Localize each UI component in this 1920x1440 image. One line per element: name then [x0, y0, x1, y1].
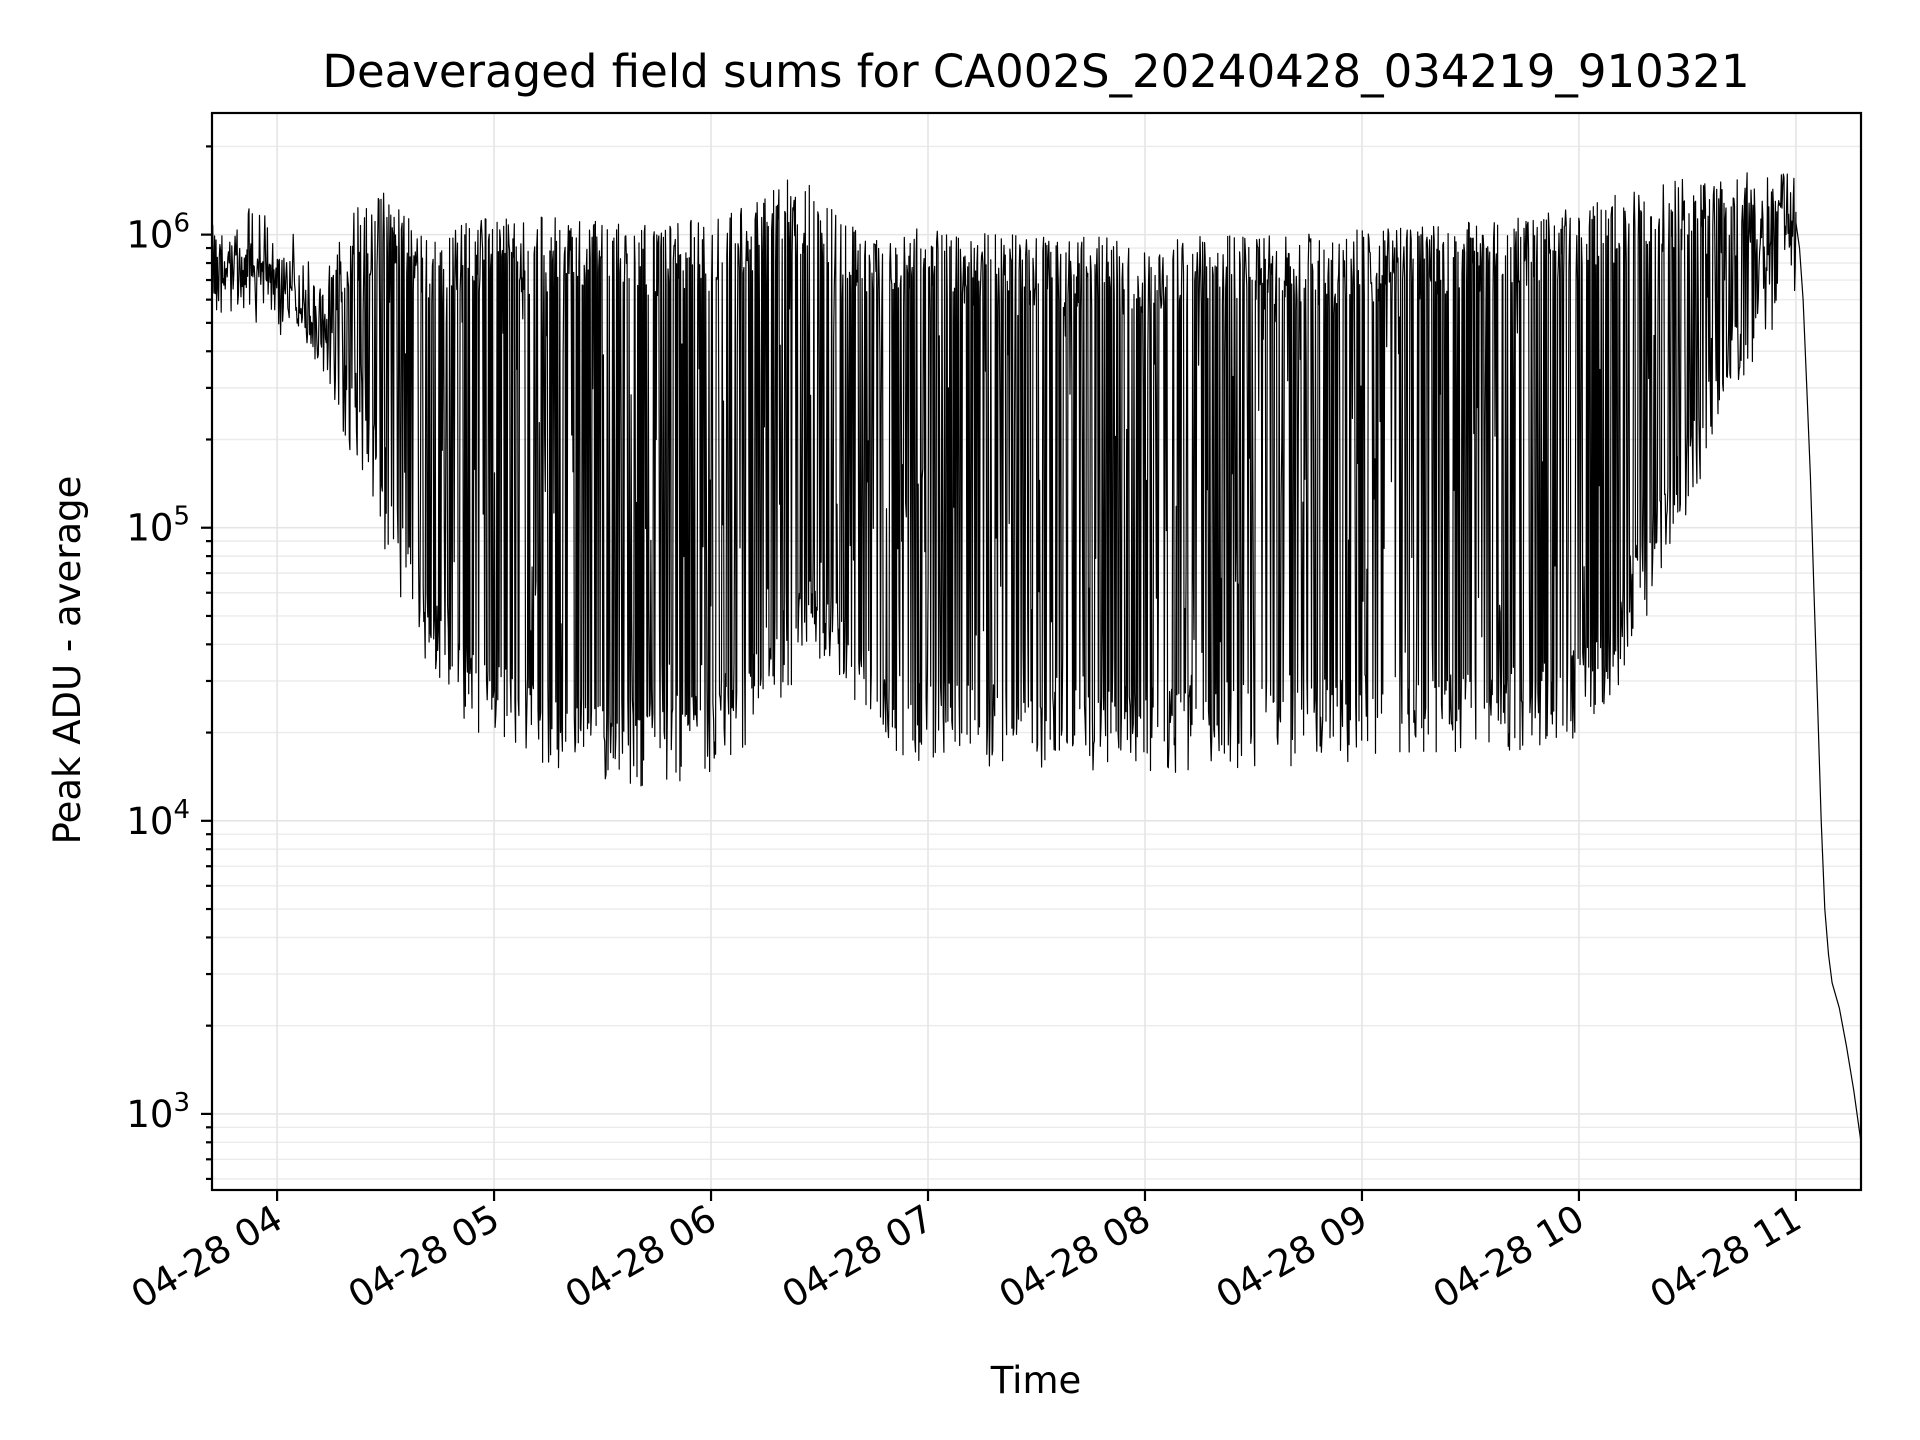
x-tick-label: 04-28 10: [1426, 1197, 1592, 1317]
y-tick-label: 104: [126, 795, 190, 843]
x-axis-label: Time: [990, 1359, 1082, 1402]
y-tick-label: 105: [126, 502, 190, 550]
x-tick-label: 04-28 06: [558, 1197, 724, 1317]
data-series: [211, 172, 1862, 1143]
x-tick-label: 04-28 07: [775, 1197, 941, 1317]
y-tick-label: 103: [126, 1088, 190, 1136]
x-tick-label: 04-28 04: [124, 1197, 290, 1317]
y-axis-label: Peak ADU - average: [46, 476, 89, 845]
series-line: [211, 172, 1862, 1143]
x-tick-label: 04-28 11: [1643, 1197, 1809, 1317]
plot-frame: [210, 111, 1863, 1192]
x-tick-label: 04-28 09: [1209, 1197, 1375, 1317]
x-tick-label: 04-28 08: [992, 1197, 1158, 1317]
x-tick-label: 04-28 05: [341, 1197, 507, 1317]
chart-title: Deaveraged field sums for CA002S_2024042…: [322, 45, 1749, 98]
y-tick-label: 106: [126, 209, 190, 257]
